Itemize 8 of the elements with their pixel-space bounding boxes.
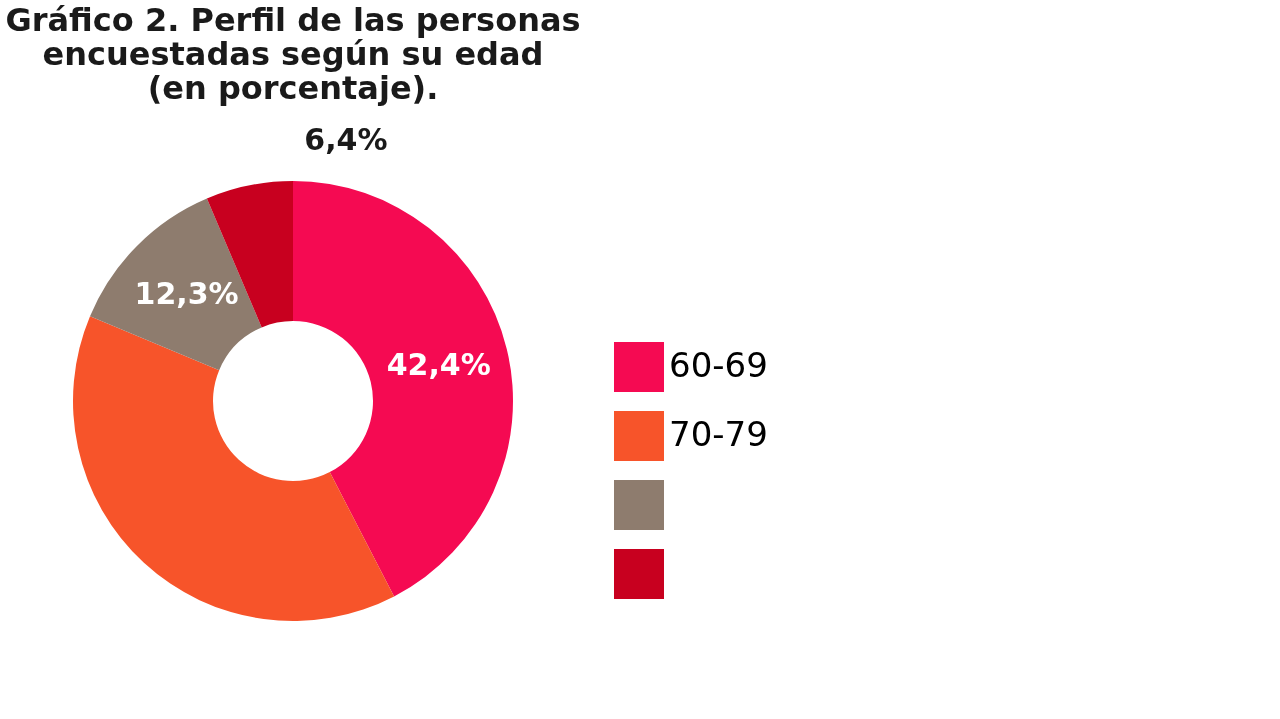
data-label: 42,4%	[386, 346, 491, 382]
donut-slice	[293, 181, 513, 597]
legend-label: 60-69	[669, 345, 768, 385]
donut-slice	[90, 198, 262, 371]
data-label: 12,3%	[134, 276, 239, 312]
data-label: 6,4%	[304, 122, 388, 158]
chart-title: Gráfico 2. Perfil de las personas encuestadas según su edad (en porcentaje).	[5, 1, 581, 108]
legend-label: 70-79	[669, 414, 768, 454]
